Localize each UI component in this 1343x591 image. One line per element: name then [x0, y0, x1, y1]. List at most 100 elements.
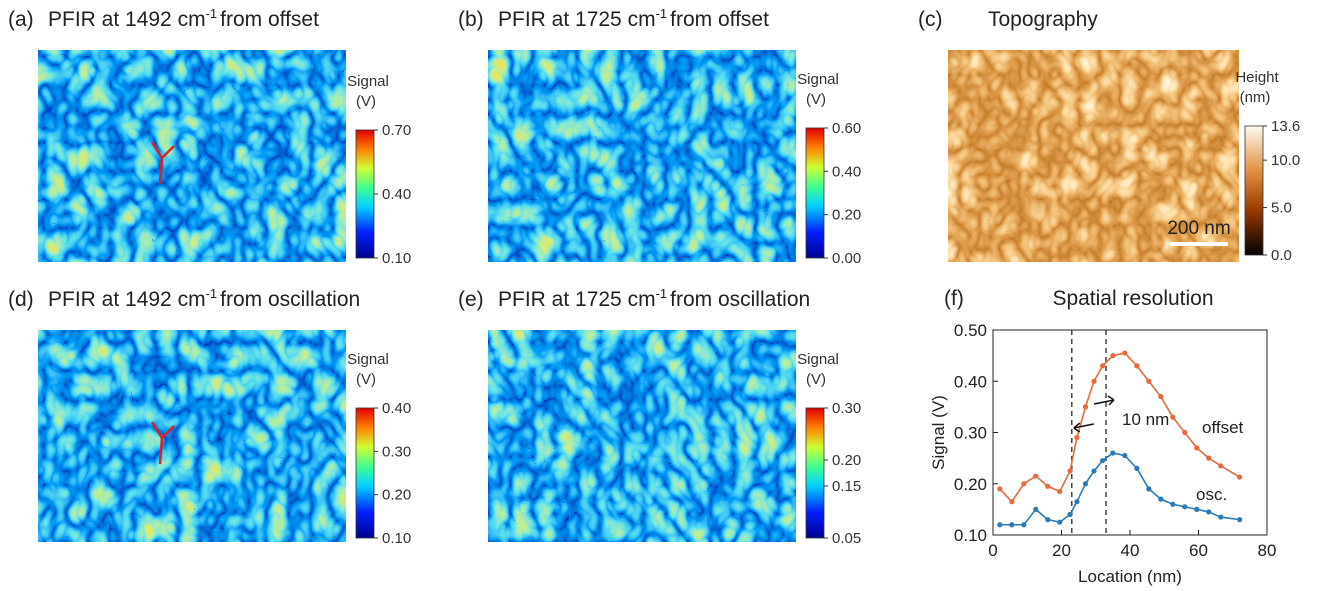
colorbar-label: (V) — [356, 371, 376, 388]
data-point — [1237, 474, 1243, 480]
data-point — [1206, 509, 1212, 515]
colorbar-label: Signal — [347, 351, 389, 368]
y-axis-label: Signal (V) — [929, 395, 948, 470]
arrow — [1073, 422, 1094, 433]
panel-title: PFIR at 1725 cm-1 from offset — [498, 6, 769, 31]
series-label: offset — [1202, 418, 1244, 437]
data-point — [1067, 468, 1073, 474]
colorbar — [805, 127, 825, 259]
data-point — [1091, 468, 1097, 474]
title-sup: -1 — [656, 286, 668, 301]
afm-image — [488, 330, 796, 542]
data-point — [1100, 458, 1106, 464]
data-point — [1045, 483, 1051, 489]
data-point — [997, 486, 1003, 492]
title-text: PFIR at 1725 cm — [498, 8, 656, 31]
x-tick-label: 60 — [1189, 541, 1208, 560]
series-line — [999, 352, 1241, 503]
data-point — [1134, 465, 1140, 471]
colorbar — [805, 407, 825, 539]
data-point — [1082, 481, 1089, 487]
colorbar-tick-label: 0.05 — [832, 530, 861, 547]
data-point — [1074, 435, 1080, 441]
data-point — [1091, 378, 1097, 384]
data-point — [1122, 350, 1128, 356]
panel-label: (c) — [918, 8, 943, 31]
data-point — [1057, 488, 1063, 495]
colorbar-tick-label: 0.20 — [832, 452, 861, 469]
panel-title: PFIR at 1492 cm-1 from offset — [48, 6, 319, 31]
arrow — [1093, 395, 1115, 406]
data-point — [1194, 445, 1200, 451]
data-point — [997, 522, 1003, 528]
data-point — [1218, 463, 1224, 469]
title-text: PFIR at 1492 cm — [48, 8, 206, 31]
data-point — [1146, 378, 1152, 384]
afm-image — [948, 50, 1239, 262]
colorbar-tick-label: 0.40 — [382, 400, 411, 417]
panel-title: PFIR at 1492 cm-1 from oscillation — [48, 286, 360, 311]
data-point — [1122, 452, 1128, 459]
colorbar-label: Signal — [347, 73, 389, 90]
colorbar-tick-label: 0.40 — [382, 186, 411, 203]
colorbar-label: (V) — [806, 371, 826, 388]
colorbar-tick-label: 0.0 — [1271, 247, 1292, 264]
colorbar-tick-label: 0.30 — [382, 443, 411, 460]
colorbar-tick-label: 0.40 — [832, 163, 861, 180]
panel-label: (b) — [458, 8, 484, 31]
panel-title: PFIR at 1725 cm-1 from oscillation — [498, 286, 810, 311]
colorbar — [1244, 125, 1264, 256]
colorbar-label: Signal — [797, 71, 839, 88]
data-point — [1033, 473, 1039, 479]
data-point — [1182, 429, 1188, 436]
red-arrow — [150, 421, 175, 465]
colorbar-tick-label: 0.10 — [382, 530, 411, 547]
y-tick-label: 0.30 — [954, 424, 987, 443]
x-axis-label: Location (nm) — [1078, 567, 1182, 586]
data-point — [1057, 519, 1063, 525]
series-label: osc. — [1196, 485, 1227, 504]
red-arrow — [150, 141, 175, 185]
colorbar-label: (V) — [806, 91, 826, 108]
y-tick-label: 0.50 — [954, 321, 987, 340]
data-point — [1100, 363, 1106, 369]
colorbar-label: Height — [1235, 69, 1279, 86]
x-tick-label: 20 — [1052, 541, 1071, 560]
colorbar-tick-label: 13.6 — [1271, 118, 1300, 135]
y-tick-label: 0.20 — [954, 475, 987, 494]
title-end: from offset — [220, 8, 319, 31]
title-end: from oscillation — [670, 288, 810, 311]
afm-image — [38, 50, 346, 262]
colorbar — [355, 407, 375, 539]
data-point — [1206, 455, 1212, 461]
afm-image — [38, 330, 346, 542]
y-tick-label: 0.10 — [954, 526, 987, 545]
title-text: PFIR at 1492 cm — [48, 288, 206, 311]
data-point — [1182, 504, 1188, 510]
colorbar-tick-label: 0.60 — [832, 120, 861, 137]
data-point — [1237, 517, 1243, 523]
title-sup: -1 — [656, 6, 668, 21]
panel-label: (a) — [8, 8, 34, 31]
data-point — [1158, 496, 1164, 502]
data-point — [1009, 499, 1015, 505]
title-end: from offset — [670, 8, 769, 31]
data-point — [1067, 511, 1073, 518]
title-sup: -1 — [206, 286, 218, 301]
title-text: PFIR at 1725 cm — [498, 288, 656, 311]
data-point — [1074, 499, 1080, 505]
chart-title: Spatial resolution — [1052, 287, 1213, 310]
title-end: from oscillation — [220, 288, 360, 311]
colorbar-tick-label: 10.0 — [1271, 152, 1300, 169]
data-point — [1021, 522, 1027, 528]
data-point — [1082, 404, 1089, 410]
title-text: Topography — [988, 8, 1098, 31]
colorbar-tick-label: 0.20 — [832, 207, 861, 224]
colorbar-tick-label: 0.70 — [382, 122, 411, 139]
series-line — [999, 452, 1240, 526]
data-point — [1146, 486, 1152, 492]
chart-label: (f) — [944, 287, 964, 310]
data-point — [1170, 501, 1176, 507]
colorbar-label: (nm) — [1240, 89, 1271, 106]
